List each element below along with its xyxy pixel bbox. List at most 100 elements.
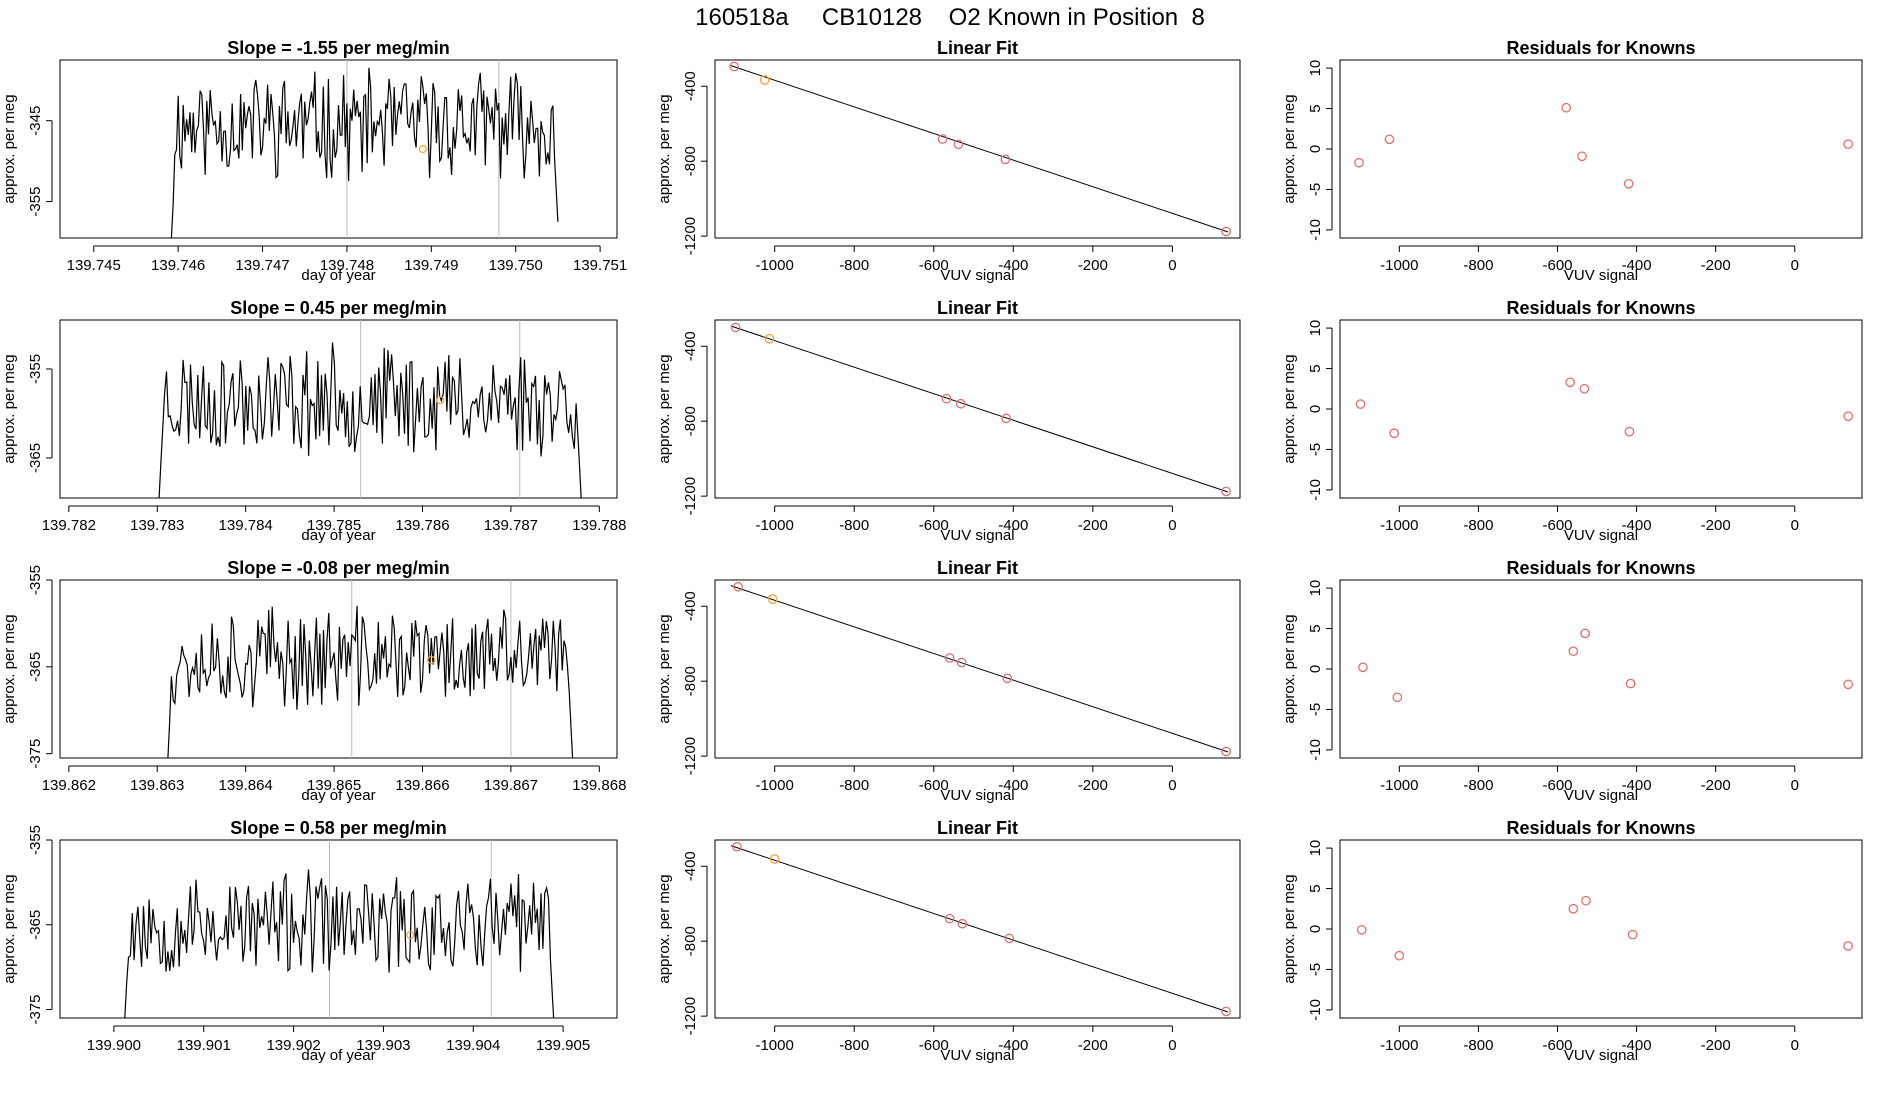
x-tick-label: 139.900 [87, 1037, 141, 1054]
y-tick-label: -10 [1307, 479, 1324, 501]
x-tick-label: 139.784 [219, 517, 273, 534]
data-layer [730, 581, 1231, 757]
data-point [955, 398, 966, 409]
y-tick-label: -400 [682, 851, 699, 881]
data-point [729, 61, 739, 72]
chart-title: Linear Fit [937, 38, 1018, 58]
x-tick-label: 139.865 [307, 777, 361, 794]
x-tick-label: -200 [1078, 517, 1108, 534]
data-point [941, 393, 952, 404]
data-point [1354, 157, 1364, 168]
data-point [944, 913, 955, 924]
x-tick-label: -1000 [755, 517, 793, 534]
x-tick-label: 139.745 [67, 257, 121, 274]
x-tick-label: 0 [1168, 257, 1176, 274]
data-point [1221, 1006, 1231, 1017]
chart-panel-r3-c3: Residuals for Knowns-1000 -800 -600 -400 -20… [1281, 558, 1863, 804]
y-tick-label: -800 [682, 666, 699, 696]
plot-frame [1339, 579, 1863, 759]
x-tick-label: -800 [839, 1037, 869, 1054]
data-point [1384, 134, 1395, 145]
y-axis-label: approx. per meg [1281, 874, 1298, 983]
x-tick-label: -1000 [755, 257, 793, 274]
chart-panel-r1-c2: Linear Fit -1000 -800 -600 -400 -200 0 VUV sign… [656, 38, 1241, 284]
data-point [1579, 383, 1590, 394]
y-tick-label: -355 [27, 825, 44, 855]
data-point [1002, 673, 1013, 684]
fit-line [730, 325, 1229, 493]
data-layer [170, 60, 559, 238]
x-tick-label: 139.903 [356, 1037, 410, 1054]
chart-title: Residuals for Knowns [1506, 298, 1695, 318]
highlight-point [764, 333, 775, 344]
x-tick-label: -400 [998, 257, 1028, 274]
y-tick-label: -5 [1307, 443, 1324, 456]
x-tick-label: -200 [1078, 777, 1108, 794]
data-point [1356, 924, 1367, 935]
y-tick-label: 10 [1307, 580, 1324, 597]
x-tick-label: -800 [839, 517, 869, 534]
highlight-point [767, 594, 778, 604]
x-tick-label: -200 [1701, 517, 1731, 534]
x-tick-label: -600 [919, 777, 949, 794]
x-tick-label: 139.904 [446, 1037, 500, 1054]
y-tick-label: -5 [1307, 703, 1324, 716]
x-tick-label: 139.902 [266, 1037, 320, 1054]
data-point [1581, 895, 1591, 906]
x-tick-label: 0 [1168, 777, 1176, 794]
chart-panel-r1-c3: Residuals for Knowns-1000 -800 -600 -400 -20… [1281, 38, 1863, 284]
x-axis-label: VUV signal [1564, 267, 1638, 284]
data-point [1561, 102, 1572, 113]
x-axis-label: VUV signal [940, 787, 1014, 804]
x-tick-label: -800 [1463, 257, 1493, 274]
y-tick-label: -345 [27, 106, 44, 136]
y-tick-label: -1200 [682, 997, 699, 1035]
x-tick-label: 139.786 [395, 517, 449, 534]
x-tick-label: 139.788 [572, 517, 626, 534]
x-tick-label: -400 [1622, 517, 1652, 534]
data-point [733, 581, 743, 592]
x-tick-label: -1000 [1380, 517, 1418, 534]
data-point [1624, 426, 1635, 437]
data-layer [1356, 895, 1854, 961]
x-tick-label: 139.905 [536, 1037, 590, 1054]
x-tick-label: 0 [1791, 517, 1799, 534]
y-tick-label: -400 [682, 71, 699, 101]
plot-frame [714, 59, 1241, 239]
y-axis-label: approx. per meg [1281, 94, 1298, 203]
y-tick-label: -400 [682, 591, 699, 621]
plot-frame [59, 319, 618, 499]
y-tick-label: 5 [1307, 624, 1324, 632]
x-tick-label: -400 [1622, 1037, 1652, 1054]
x-tick-label: 139.783 [130, 517, 184, 534]
x-tick-label: 139.750 [489, 257, 543, 274]
x-tick-label: 139.901 [177, 1037, 231, 1054]
chart-title: Residuals for Knowns [1506, 818, 1695, 838]
x-tick-label: -200 [1078, 1037, 1108, 1054]
x-tick-label: -600 [919, 1037, 949, 1054]
data-point [937, 134, 948, 144]
chart-title: Residuals for Knowns [1506, 38, 1695, 58]
data-point [1568, 646, 1579, 657]
highlight-point [418, 144, 427, 154]
y-tick-label: -5 [1307, 963, 1324, 976]
y-tick-label: 0 [1307, 925, 1324, 933]
y-tick-label: -1200 [682, 477, 699, 515]
chart-panel-r1-c1: Slope = -1.55 per meg/min 139.745 139.746 1… [1, 38, 627, 284]
data-point [730, 322, 741, 333]
y-tick-label: -800 [682, 926, 699, 956]
x-tick-label: -800 [839, 257, 869, 274]
plot-frame [59, 579, 618, 759]
y-axis-label: approx. per meg [656, 614, 673, 723]
x-tick-label: 139.862 [42, 777, 96, 794]
data-point [1568, 903, 1579, 914]
data-point [1221, 226, 1231, 237]
y-tick-label: 10 [1307, 60, 1324, 77]
data-layer [730, 841, 1231, 1017]
x-tick-label: -800 [1463, 1037, 1493, 1054]
fit-line [730, 65, 1229, 233]
y-axis-label: approx. per meg [1, 94, 18, 203]
x-tick-label: 0 [1791, 777, 1799, 794]
chart-panel-r3-c1: Slope = -0.08 per meg/min 139.862 139.863 1… [1, 558, 626, 804]
